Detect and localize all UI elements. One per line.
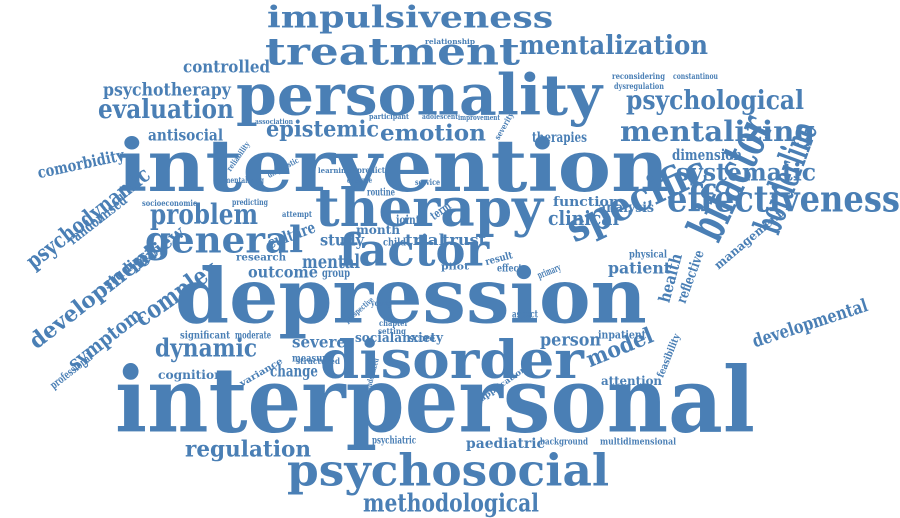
word-child: child: [383, 236, 406, 248]
word-evidence: evidence: [347, 175, 373, 185]
word-participant: participant: [369, 112, 410, 121]
word-psychiatric: psychiatric: [372, 434, 417, 446]
word-adolescent: adolescent: [422, 112, 458, 121]
word-structured: structured: [296, 356, 340, 366]
word-young: young: [371, 298, 393, 308]
word-month: month: [356, 222, 401, 238]
word-mentalizing-small: mentalizing: [224, 175, 264, 185]
word-comorbidity: comorbidity: [35, 145, 126, 183]
word-reconsidering: reconsidering: [612, 71, 665, 81]
word-physical: physical: [629, 248, 667, 260]
word-paediatric: paediatric: [466, 434, 545, 452]
word-impulsiveness: impulsiveness: [267, 0, 554, 35]
word-aspect: aspect: [512, 308, 538, 320]
word-psychotherapy: psychotherapy: [103, 78, 231, 100]
word-evaluation: evaluation: [98, 93, 234, 125]
word-epistemic: epistemic: [266, 116, 380, 142]
word-socialanxiety: socialanxiety: [355, 329, 443, 346]
word-antisocial: antisocial: [148, 125, 224, 145]
word-inpatient: inpatient: [598, 328, 647, 341]
word-mental: mental: [302, 250, 361, 273]
word-relationship: relationship: [425, 37, 475, 46]
word-significant: significant: [180, 329, 231, 341]
word-joint: joint: [396, 212, 420, 228]
word-group: group: [322, 265, 350, 281]
word-constantinou: constantinou: [673, 71, 718, 81]
word-predict: predict: [357, 165, 386, 175]
word-trust: trust: [442, 230, 487, 249]
word-depression: depression: [175, 251, 647, 341]
word-regulation: regulation: [185, 436, 312, 462]
word-mentalization: mentalization: [519, 29, 709, 61]
word-predicting: predicting: [232, 197, 268, 207]
word-moderate: moderate: [235, 329, 272, 341]
word-attention: attention: [601, 373, 663, 389]
word-methodological: methodological: [363, 487, 539, 518]
word-clinical: clinical: [548, 206, 620, 230]
word-effectiveness: effectiveness: [667, 177, 900, 221]
word-intervention: intervention: [117, 123, 670, 209]
word-score: score: [409, 332, 436, 344]
word-outcome: outcome: [248, 262, 318, 282]
word-multidimensional: multidimensional: [600, 436, 677, 447]
word-controlled: controlled: [183, 56, 271, 77]
word-disorder: disorder: [320, 329, 584, 391]
word-systematic: systematic: [676, 157, 817, 187]
word-routine: routine: [367, 186, 395, 198]
word-cognition: cognition: [158, 367, 223, 383]
word-measure: measure: [292, 352, 332, 364]
word-analysis: analysis: [598, 198, 654, 216]
word-treatment: treatment: [265, 29, 520, 74]
word-attempt: attempt: [282, 209, 312, 219]
word-general: general: [145, 218, 304, 262]
word-patient: patient: [608, 258, 672, 278]
word-dynamic: dynamic: [155, 332, 258, 363]
word-function: function: [553, 193, 619, 210]
word-service: service: [415, 177, 441, 187]
word-socioeconomic: socioeconomic: [142, 198, 197, 208]
word-change: change: [270, 361, 318, 381]
word-learning: learning: [318, 166, 352, 175]
word-dimension: dimension: [672, 145, 742, 164]
word-association: association: [255, 117, 294, 126]
word-person: person: [540, 328, 601, 350]
word-setting: setting: [378, 326, 406, 336]
word-pilot: pilot: [441, 261, 469, 272]
word-mentalizing: mentalizing: [620, 114, 815, 148]
word-personality: personality: [236, 61, 603, 129]
word-emotion: emotion: [380, 120, 486, 146]
word-effect: effect: [497, 262, 523, 274]
word-therapy: therapy: [315, 177, 544, 239]
word-psychological: psychological: [626, 84, 804, 116]
word-interpersonal: interpersonal: [115, 346, 755, 454]
word-therapies: therapies: [532, 128, 587, 146]
word-dysregulation: dysregulation: [614, 81, 664, 91]
word-severe: severe: [292, 332, 346, 352]
word-research: research: [236, 251, 287, 263]
word-developmental: developmental: [749, 294, 871, 352]
word-factor: factor: [339, 222, 490, 277]
word-psychosocial: psychosocial: [287, 444, 610, 496]
word-problem: problem: [150, 197, 258, 231]
word-improvement: improvement: [458, 113, 501, 122]
word-trial: trial: [405, 230, 445, 249]
word-chapter: chapter: [379, 318, 408, 328]
word-study: study: [320, 230, 365, 250]
word-background: background: [540, 436, 588, 447]
